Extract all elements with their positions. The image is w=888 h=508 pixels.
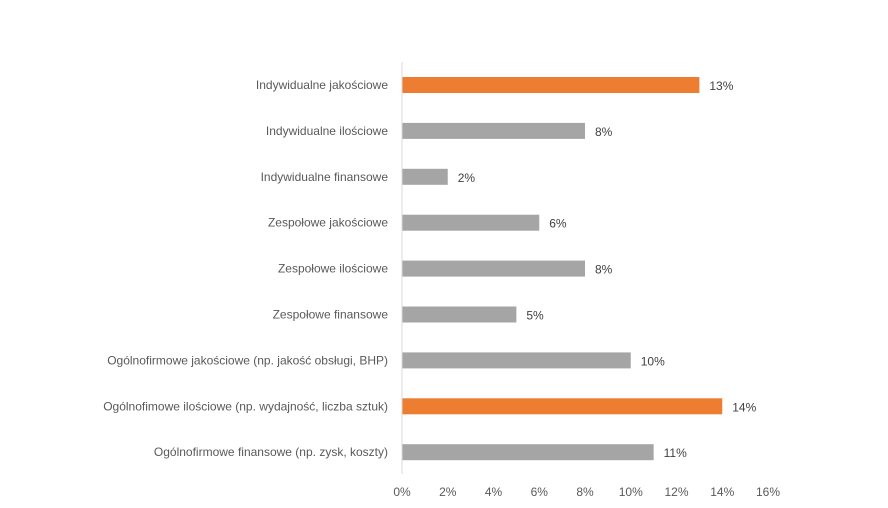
- data-label: 2%: [458, 171, 476, 185]
- data-label: 13%: [709, 79, 733, 93]
- bar: [402, 444, 654, 461]
- data-label: 8%: [595, 125, 613, 139]
- bar: [402, 306, 517, 323]
- x-tick-label: 4%: [485, 485, 503, 499]
- data-label: 8%: [595, 263, 613, 277]
- bar: [402, 168, 448, 185]
- bars-group: [402, 77, 723, 461]
- data-label: 6%: [549, 217, 567, 231]
- x-tick-label: 10%: [619, 485, 643, 499]
- x-tick-label: 14%: [710, 485, 734, 499]
- x-axis-ticks-group: 0% 2% 4% 6% 8% 10% 12% 14% 16%: [393, 485, 780, 499]
- data-label: 11%: [664, 446, 687, 460]
- bar: [402, 214, 540, 231]
- x-tick-label: 0%: [393, 485, 411, 499]
- category-label: Indywidualne ilościowe: [266, 124, 388, 138]
- category-label: Indywidualne jakościowe: [256, 78, 388, 92]
- bar: [402, 352, 631, 369]
- data-label: 10%: [641, 354, 665, 368]
- data-labels-group: 13% 8% 2% 6% 8% 5% 10% 14% 11%: [458, 79, 757, 460]
- x-tick-label: 2%: [439, 485, 457, 499]
- category-label: Zespołowe finansowe: [273, 308, 389, 322]
- x-tick-label: 12%: [664, 485, 688, 499]
- category-label: Zespołowe ilościowe: [278, 262, 388, 276]
- bar: [402, 122, 585, 139]
- bar: [402, 398, 723, 415]
- category-label: Ogólnofirmowe finansowe (np. zysk, koszt…: [154, 445, 388, 459]
- category-label: Indywidualne finansowe: [261, 170, 389, 184]
- data-label: 5%: [526, 309, 544, 323]
- category-label: Ogólnofimowe ilościowe (np. wydajność, l…: [103, 399, 388, 413]
- category-label: Ogólnofirmowe jakościowe (np. jakość obs…: [107, 353, 388, 367]
- category-labels-group: Indywidualne jakościowe Indywidualne iloś…: [103, 78, 388, 459]
- x-tick-label: 16%: [756, 485, 780, 499]
- category-label: Zespołowe jakościowe: [268, 216, 388, 230]
- x-tick-label: 6%: [531, 485, 549, 499]
- bar: [402, 260, 585, 277]
- x-tick-label: 8%: [576, 485, 594, 499]
- bar: [402, 77, 700, 93]
- data-label: 14%: [732, 400, 756, 414]
